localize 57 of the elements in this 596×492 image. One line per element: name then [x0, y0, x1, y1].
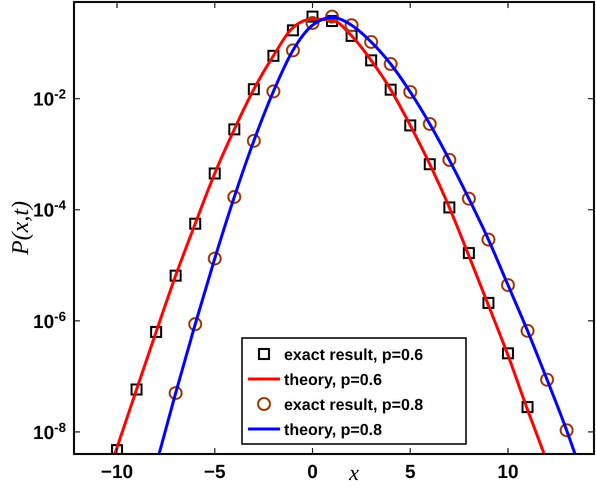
point [267, 50, 280, 62]
point [462, 192, 476, 206]
point [364, 34, 378, 49]
point [443, 201, 456, 214]
x-tick-label: 5 [404, 462, 416, 483]
point [540, 372, 554, 387]
point [286, 43, 300, 58]
point [404, 119, 416, 132]
y-axis-title: P(x,t) [8, 201, 34, 256]
point [442, 152, 456, 167]
point [481, 232, 496, 247]
point [246, 134, 261, 148]
y-tick-label: 10$^{-2}$ [33, 86, 66, 111]
point [462, 247, 475, 260]
point [422, 116, 437, 131]
point [208, 252, 222, 266]
point [227, 190, 242, 204]
point [346, 30, 358, 42]
point [170, 270, 182, 282]
point [403, 84, 418, 99]
x-tick-label: −5 [204, 462, 226, 483]
point [248, 83, 260, 96]
point [168, 386, 183, 400]
point [111, 444, 124, 454]
x-tick-label: −10 [100, 462, 134, 483]
point [189, 218, 202, 230]
point [560, 423, 574, 438]
point [286, 24, 299, 36]
y-tick-label: 10$^{-4}$ [33, 197, 67, 222]
x-axis-title: x [348, 460, 360, 485]
point [228, 123, 240, 136]
point [522, 401, 534, 414]
point [130, 384, 143, 396]
point [384, 57, 398, 72]
point [305, 16, 320, 30]
point [188, 317, 202, 332]
point [502, 347, 514, 360]
point [424, 158, 436, 170]
point [365, 54, 378, 66]
point [500, 278, 515, 292]
point [384, 84, 397, 96]
point [482, 296, 494, 309]
point [344, 18, 359, 32]
legend-label: exact result, p=0.6 [284, 347, 424, 364]
point [266, 84, 280, 98]
legend-label: theory, p=0.8 [284, 422, 382, 439]
point [150, 326, 162, 338]
y-tick-label: 10$^{-6}$ [33, 308, 66, 333]
x-tick-label: 10 [497, 462, 519, 483]
y-tick-label: 10$^{-8}$ [33, 419, 66, 444]
point [208, 167, 221, 180]
legend-label: exact result, p=0.8 [284, 397, 424, 414]
point [325, 10, 340, 24]
point [520, 324, 535, 338]
legend-label: theory, p=0.6 [284, 372, 382, 389]
x-tick-label: 0 [307, 462, 318, 483]
point [306, 10, 318, 23]
